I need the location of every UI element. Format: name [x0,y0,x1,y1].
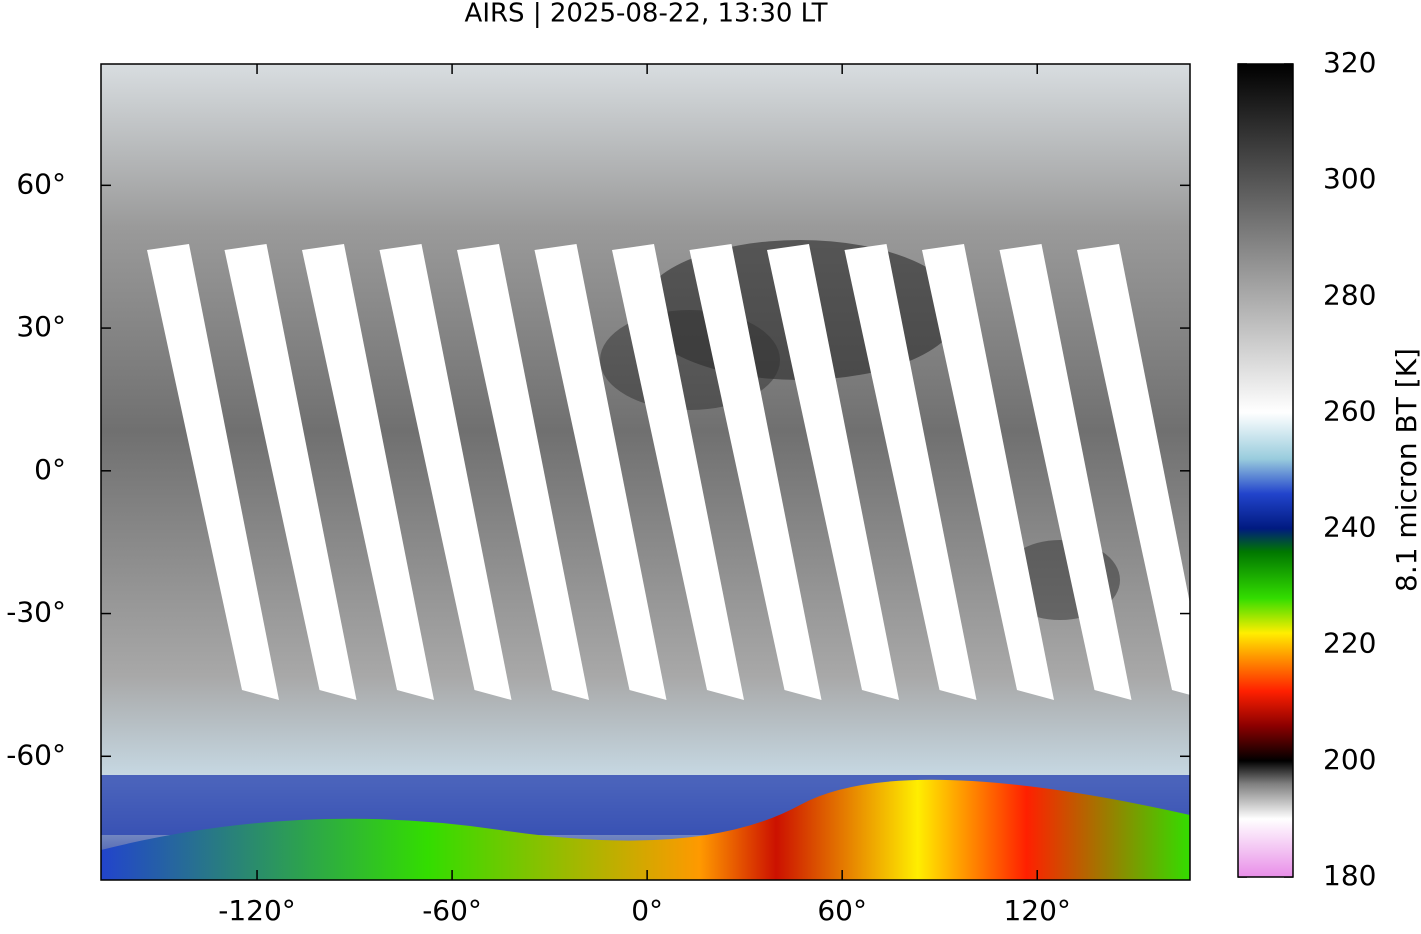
y-tick-label: 30° [16,310,66,343]
y-tick-label: 60° [16,167,66,200]
data-gap [1077,244,1190,695]
data-gap [534,244,667,700]
colorbar-tick-label: 240 [1323,511,1376,544]
data-gap [999,244,1132,700]
colorbar-tick-label: 280 [1323,278,1376,311]
data-gap [922,244,1054,700]
y-tick-label: -60° [6,738,66,771]
data-gap [302,244,434,700]
x-tick-label: 60° [817,894,867,927]
data-gap [612,244,744,700]
y-tick-label: -30° [6,596,66,629]
satellite-image [101,64,1190,880]
colorbar-tick-label: 300 [1323,162,1376,195]
data-gap [379,244,512,700]
antarctica [101,779,1190,880]
colorbar-tick-label: 180 [1323,859,1376,892]
data-gaps [147,244,1190,700]
y-tick-label: 0° [34,453,66,486]
colorbar-tick-label: 320 [1323,46,1376,79]
data-gap [844,244,977,700]
colorbar [1237,63,1294,878]
colorbar-label: 8.1 micron BT [K] [1390,348,1421,592]
data-gap [457,244,589,700]
x-tick-label: -60° [422,894,482,927]
data-gap [147,244,279,700]
background-imagery [101,64,1190,880]
data-gap [224,244,357,700]
x-tick-label: 120° [1003,894,1070,927]
data-gap [767,244,899,700]
x-tick-label: -120° [218,894,296,927]
colorbar-tick-label: 220 [1323,627,1376,660]
axes: -120° -60° 0° 60° 120° -60° -30° 0° 30° 60° 180 200… [6,46,1376,927]
colorbar-tick-label: 200 [1323,743,1376,776]
x-tick-label: 0° [631,894,663,927]
title: AIRS | 2025-08-22, 13:30 LT [465,0,828,29]
data-gap [689,244,822,700]
plot-frame [100,63,1191,881]
colorbar-tick-label: 260 [1323,394,1376,427]
